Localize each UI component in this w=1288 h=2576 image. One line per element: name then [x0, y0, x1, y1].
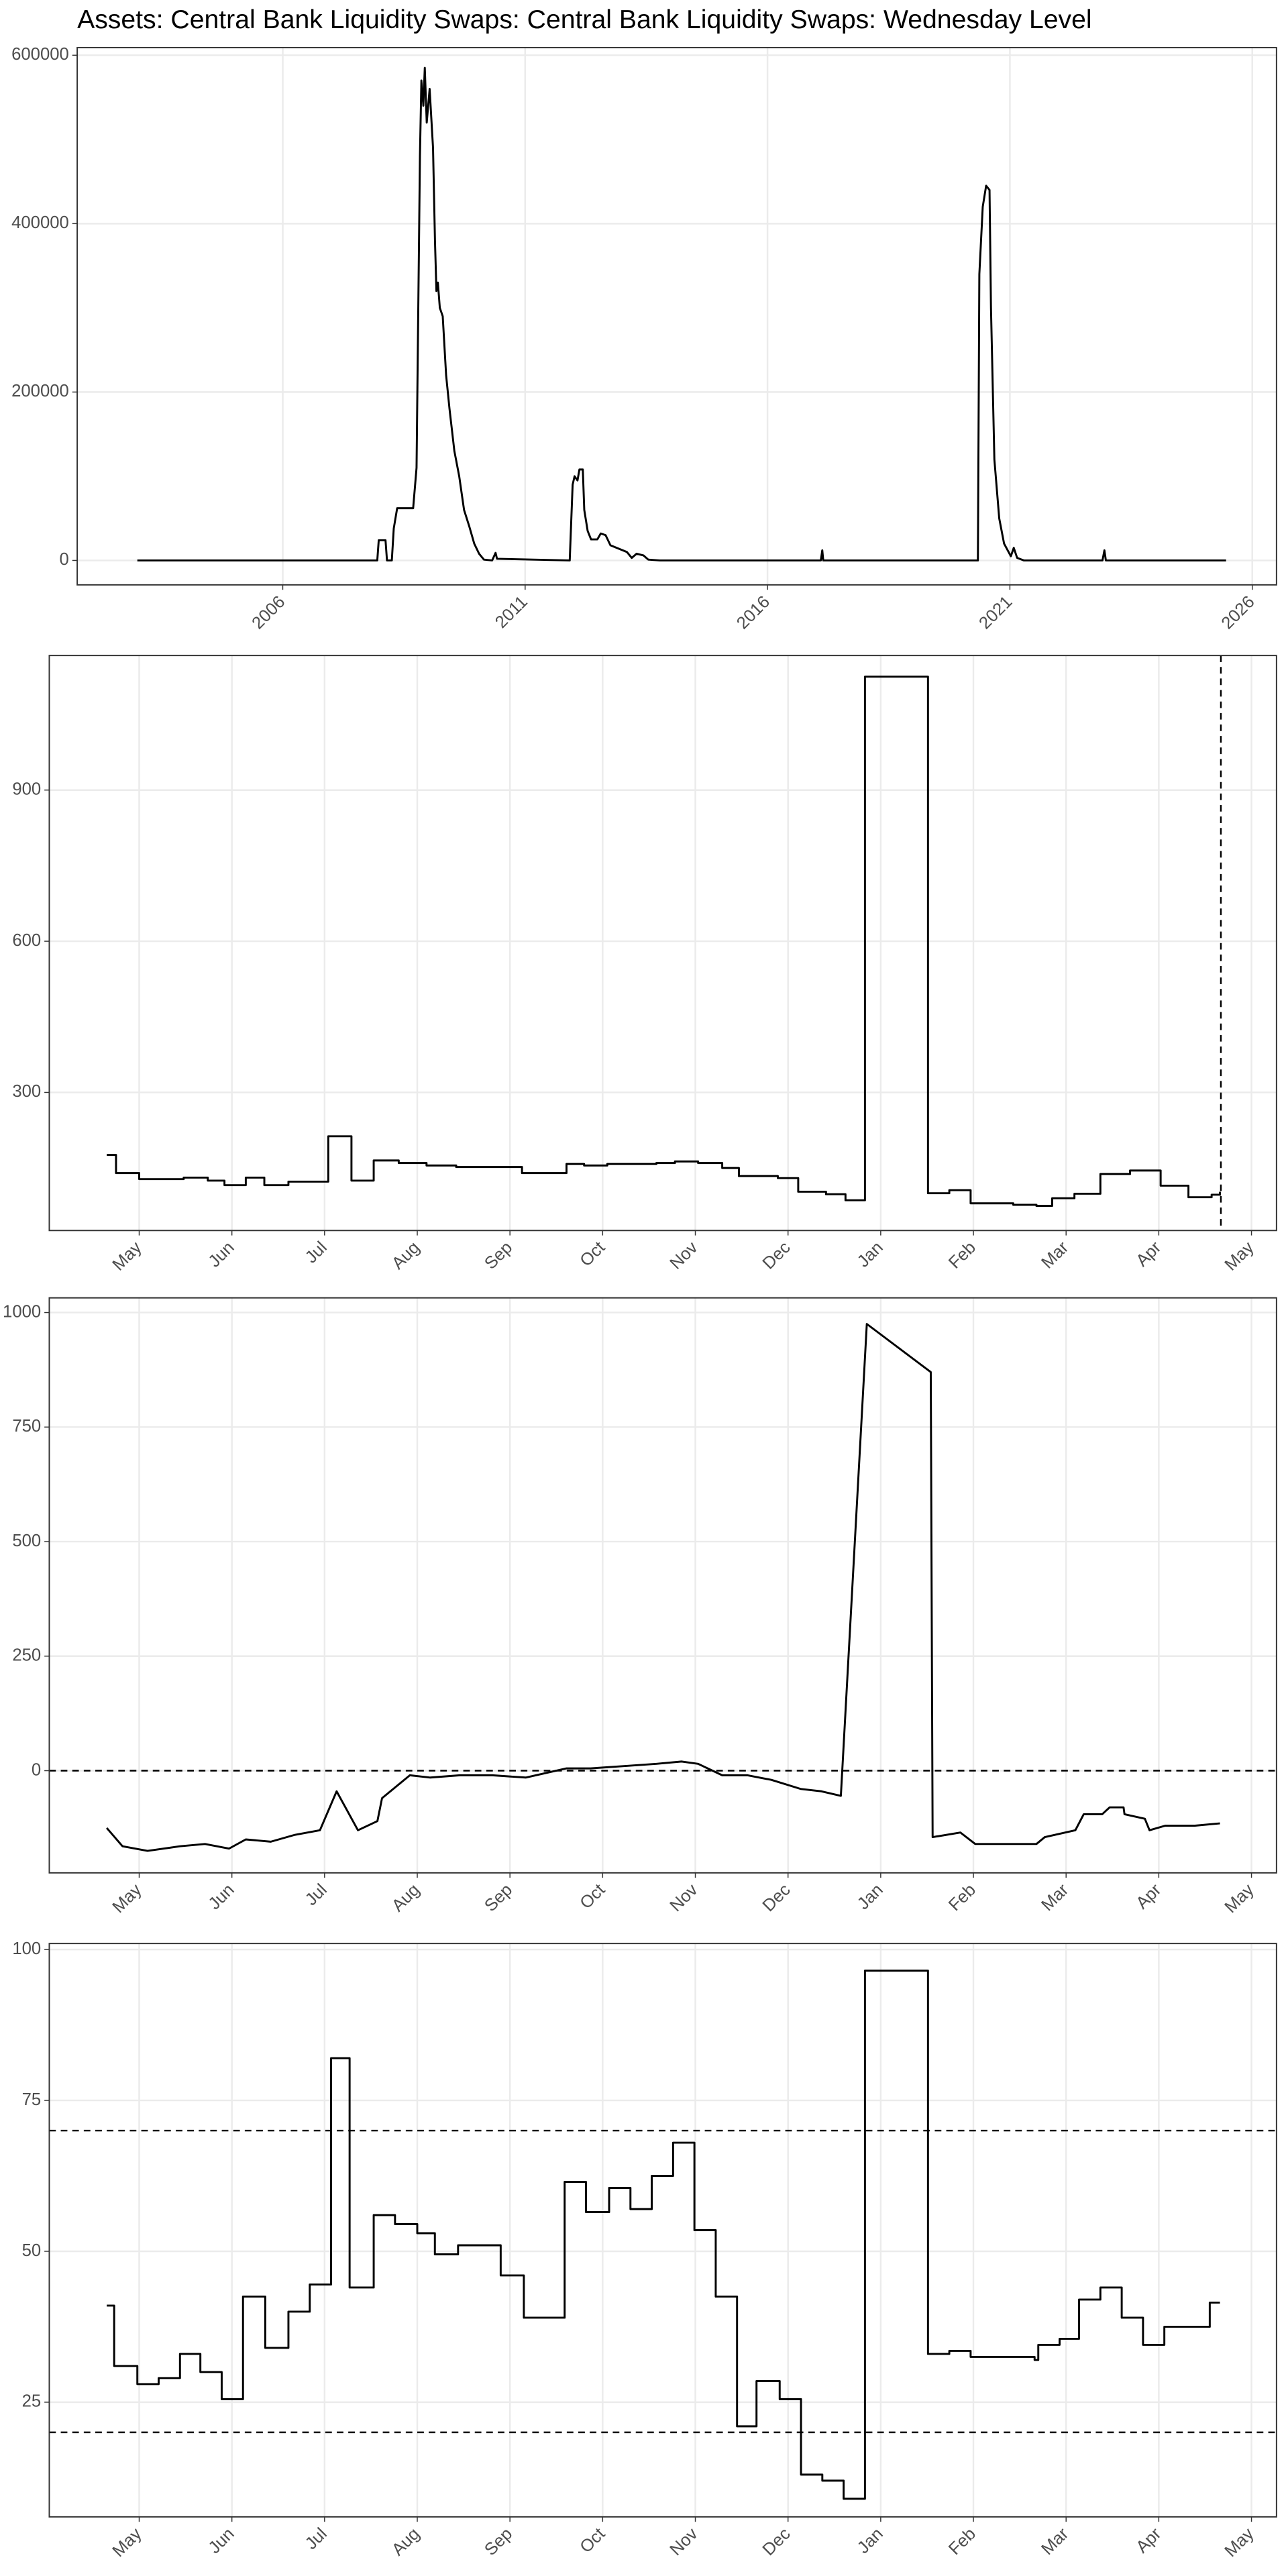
line — [107, 1970, 1220, 2500]
y-tick-label: 200000 — [11, 382, 69, 400]
y-tick-label: 400000 — [11, 213, 69, 232]
line — [137, 66, 1226, 561]
y-tick-label: 600 — [12, 931, 41, 950]
y-tick-label: 25 — [22, 2392, 42, 2411]
panel-border — [48, 1943, 1277, 2518]
panel-background — [49, 1297, 1277, 1873]
y-tick-label: 100 — [12, 1939, 41, 1958]
panel-border — [48, 655, 1277, 1232]
y-tick-label: 600000 — [11, 45, 69, 64]
line — [106, 1323, 1220, 1852]
panel-background — [49, 1943, 1277, 2517]
y-tick-label: 300 — [12, 1082, 41, 1101]
panel-border — [48, 1297, 1277, 1874]
y-tick-label: 0 — [32, 1760, 41, 1779]
line — [107, 676, 1222, 1207]
panel-border — [76, 47, 1277, 586]
y-tick-label: 0 — [60, 550, 69, 569]
y-tick-label: 50 — [22, 2241, 42, 2260]
panel-background — [49, 655, 1277, 1231]
y-tick-label: 75 — [22, 2090, 42, 2109]
panel-background — [77, 48, 1277, 585]
y-tick-label: 1000 — [3, 1302, 41, 1321]
y-tick-label: 900 — [12, 780, 41, 799]
y-tick-label: 500 — [12, 1532, 41, 1550]
y-tick-label: 750 — [12, 1417, 41, 1436]
y-tick-label: 250 — [12, 1646, 41, 1665]
chart-title: Assets: Central Bank Liquidity Swaps: Ce… — [77, 5, 1092, 34]
